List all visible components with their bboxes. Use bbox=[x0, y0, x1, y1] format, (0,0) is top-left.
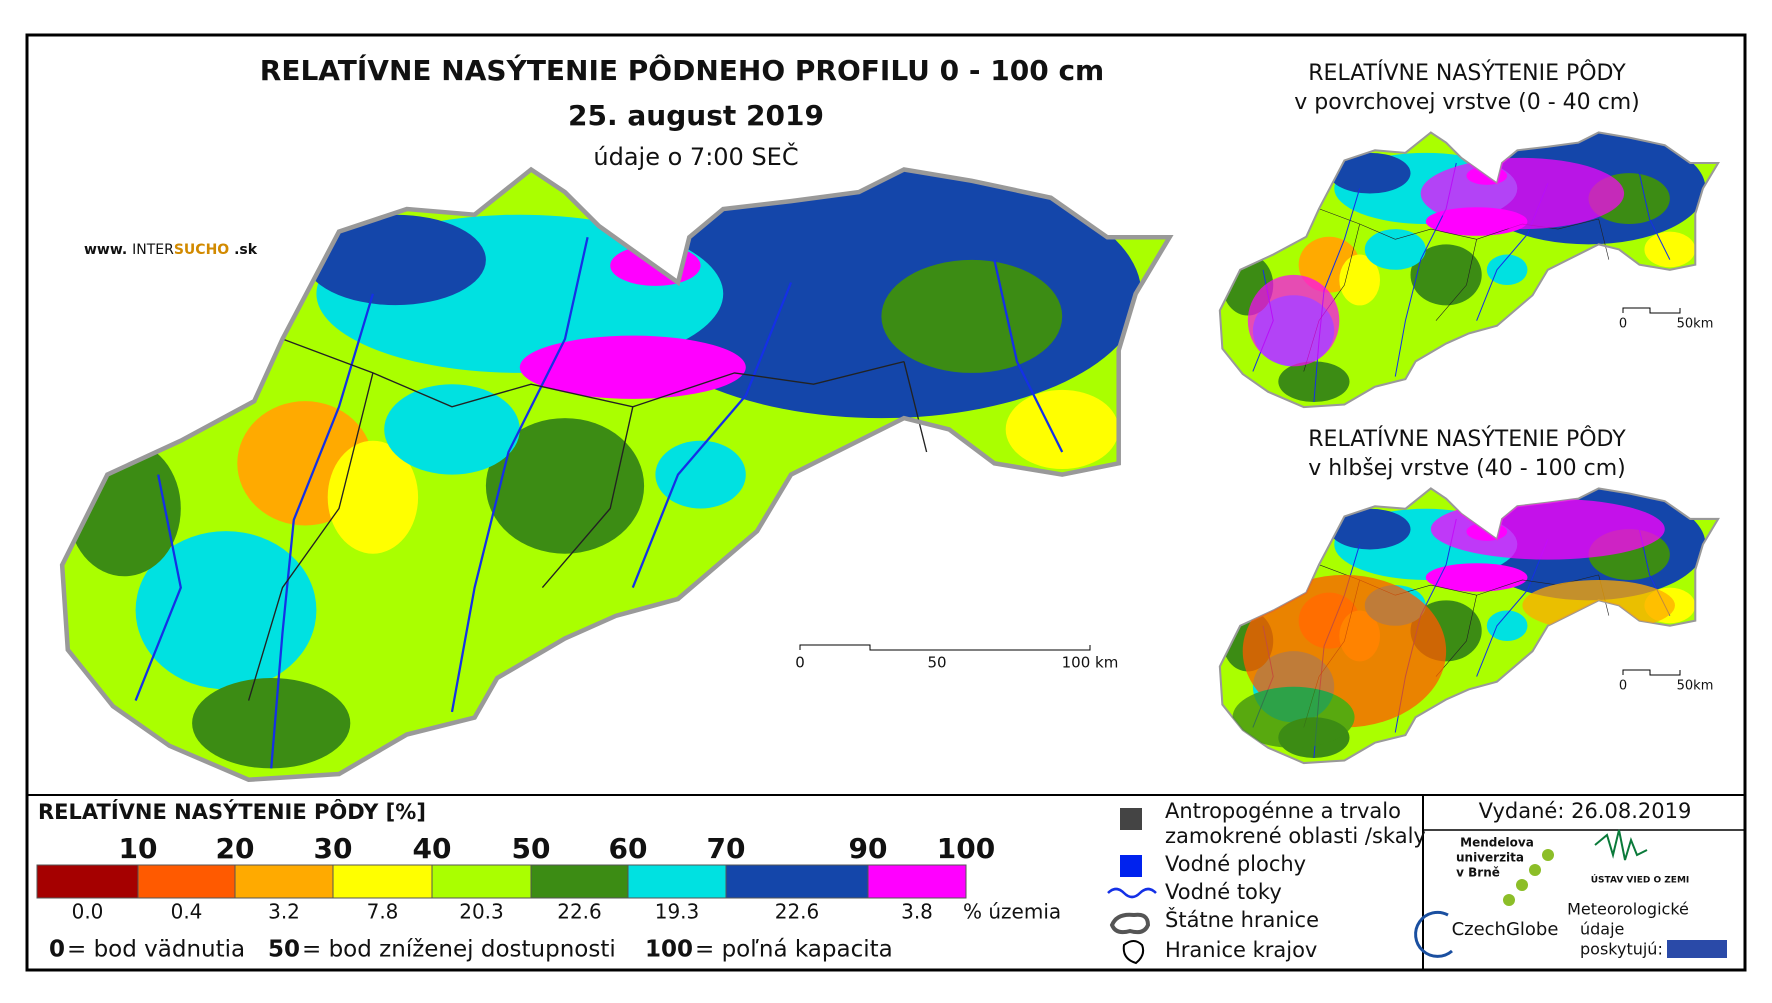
logo-text: Mendelova bbox=[1460, 836, 1534, 850]
legend-swatch bbox=[431, 864, 532, 899]
symbol-icon bbox=[1122, 940, 1145, 965]
legend-share: 22.6 bbox=[775, 900, 820, 924]
scale-label: 50km bbox=[1677, 317, 1714, 332]
web-part: .sk bbox=[234, 242, 258, 258]
inset-subtitle: v povrchovej vrstve (0 - 40 cm) bbox=[1294, 90, 1639, 115]
note-text: = bod vädnutia bbox=[67, 937, 245, 963]
legend-share: 3.2 bbox=[268, 900, 300, 924]
inset-map-bottom bbox=[1212, 483, 1721, 768]
scale-label: 0 bbox=[1619, 317, 1627, 332]
symbol-label: Štátne hranice bbox=[1165, 907, 1319, 932]
legend-swatch bbox=[725, 864, 869, 899]
note-value: 100 bbox=[645, 937, 693, 963]
scale-bar bbox=[1622, 307, 1681, 314]
symbol-label: Hranice krajov bbox=[1165, 938, 1317, 962]
logo-text: v Brně bbox=[1456, 866, 1500, 880]
legend-swatch bbox=[332, 864, 433, 899]
note-value: 50 bbox=[268, 937, 300, 963]
scale-label: 50km bbox=[1677, 679, 1714, 694]
legend-swatch bbox=[36, 864, 139, 899]
legend-title: RELATÍVNE NASÝTENIE PÔDY [%] bbox=[38, 799, 426, 824]
time-note: údaje o 7:00 SEČ bbox=[593, 141, 798, 171]
symbol-label: Vodné toky bbox=[1165, 880, 1282, 904]
legend-threshold: 30 bbox=[314, 832, 353, 865]
legend-threshold: 40 bbox=[413, 832, 452, 865]
legend-share: 20.3 bbox=[459, 900, 504, 924]
website: www. INTERSUCHO .sk bbox=[84, 242, 258, 258]
web-part: INTER bbox=[132, 242, 174, 258]
inset-map-top bbox=[1212, 127, 1721, 412]
scale-label: 0 bbox=[1619, 679, 1627, 694]
legend: 0.0 0.4 3.2 7.8 20.3 22.6 19.3 22.6 3.8 10 20 30 40 5… bbox=[36, 832, 995, 963]
legend-threshold: 20 bbox=[216, 832, 255, 865]
legend-share: 22.6 bbox=[557, 900, 602, 924]
inset-subtitle: v hlbšej vrstve (40 - 100 cm) bbox=[1308, 456, 1625, 481]
symbol-label: Vodné plochy bbox=[1165, 852, 1306, 876]
logo-text: ÚSTAV VIED O ZEMI bbox=[1591, 874, 1690, 886]
logo-text: Meteorologické bbox=[1567, 900, 1689, 919]
legend-threshold: 10 bbox=[119, 832, 158, 865]
note-value: 0 bbox=[49, 937, 65, 963]
symbol-icon bbox=[1120, 855, 1142, 877]
legend-share: 0.4 bbox=[171, 900, 203, 924]
web-part: www. bbox=[84, 242, 127, 258]
logo-text: univerzita bbox=[1456, 851, 1524, 865]
legend-share: 3.8 bbox=[901, 900, 933, 924]
logo-arc bbox=[1414, 910, 1453, 958]
share-unit: % územia bbox=[963, 900, 1061, 924]
scale-bar bbox=[799, 644, 1091, 651]
logo-shmu bbox=[1667, 940, 1727, 958]
logo-dots bbox=[1503, 849, 1554, 906]
legend-share: 19.3 bbox=[655, 900, 700, 924]
logo-text: údaje bbox=[1580, 920, 1624, 939]
logo-text: poskytujú: bbox=[1580, 940, 1663, 959]
logo-wave bbox=[1594, 829, 1648, 861]
legend-swatch bbox=[137, 864, 236, 899]
legend-share: 7.8 bbox=[367, 900, 399, 924]
legend-threshold: 50 bbox=[512, 832, 551, 865]
scale-label: 0 bbox=[795, 654, 805, 672]
inset-title: RELATÍVNE NASÝTENIE PÔDY bbox=[1308, 426, 1626, 452]
title: RELATÍVNE NASÝTENIE PÔDNEHO PROFILU 0 - … bbox=[260, 53, 1104, 87]
web-part: SUCHO bbox=[174, 242, 229, 258]
symbol-icon bbox=[1120, 808, 1142, 830]
issued: Vydané: 26.08.2019 bbox=[1479, 799, 1692, 823]
symbol-label: zamokrené oblasti /skaly bbox=[1165, 824, 1426, 848]
legend-threshold: 60 bbox=[609, 832, 648, 865]
legend-threshold: 70 bbox=[707, 832, 746, 865]
legend-share: 0.0 bbox=[72, 900, 104, 924]
inset-title: RELATÍVNE NASÝTENIE PÔDY bbox=[1308, 60, 1626, 86]
note-text: = poľná kapacita bbox=[695, 937, 893, 963]
legend-swatch bbox=[627, 864, 727, 899]
date: 25. august 2019 bbox=[568, 99, 824, 132]
symbol-icon bbox=[1107, 887, 1157, 899]
scale-label: 100 km bbox=[1062, 654, 1119, 672]
symbol-icon bbox=[1109, 912, 1151, 935]
scale-label: 50 bbox=[927, 654, 946, 672]
legend-swatch bbox=[530, 864, 629, 899]
note-text: = bod zníženej dostupnosti bbox=[302, 937, 616, 963]
legend-swatch bbox=[234, 864, 334, 899]
logos: Mendelova univerzita v Brně CzechGlobe Ú… bbox=[1414, 829, 1727, 959]
symbol-label: Antropogénne a trvalo bbox=[1165, 799, 1401, 823]
legend-swatch bbox=[867, 864, 967, 899]
legend-threshold: 90 bbox=[849, 832, 888, 865]
legend-threshold: 100 bbox=[937, 832, 995, 865]
logo-text: CzechGlobe bbox=[1452, 919, 1559, 940]
scale-bar bbox=[1622, 669, 1681, 676]
